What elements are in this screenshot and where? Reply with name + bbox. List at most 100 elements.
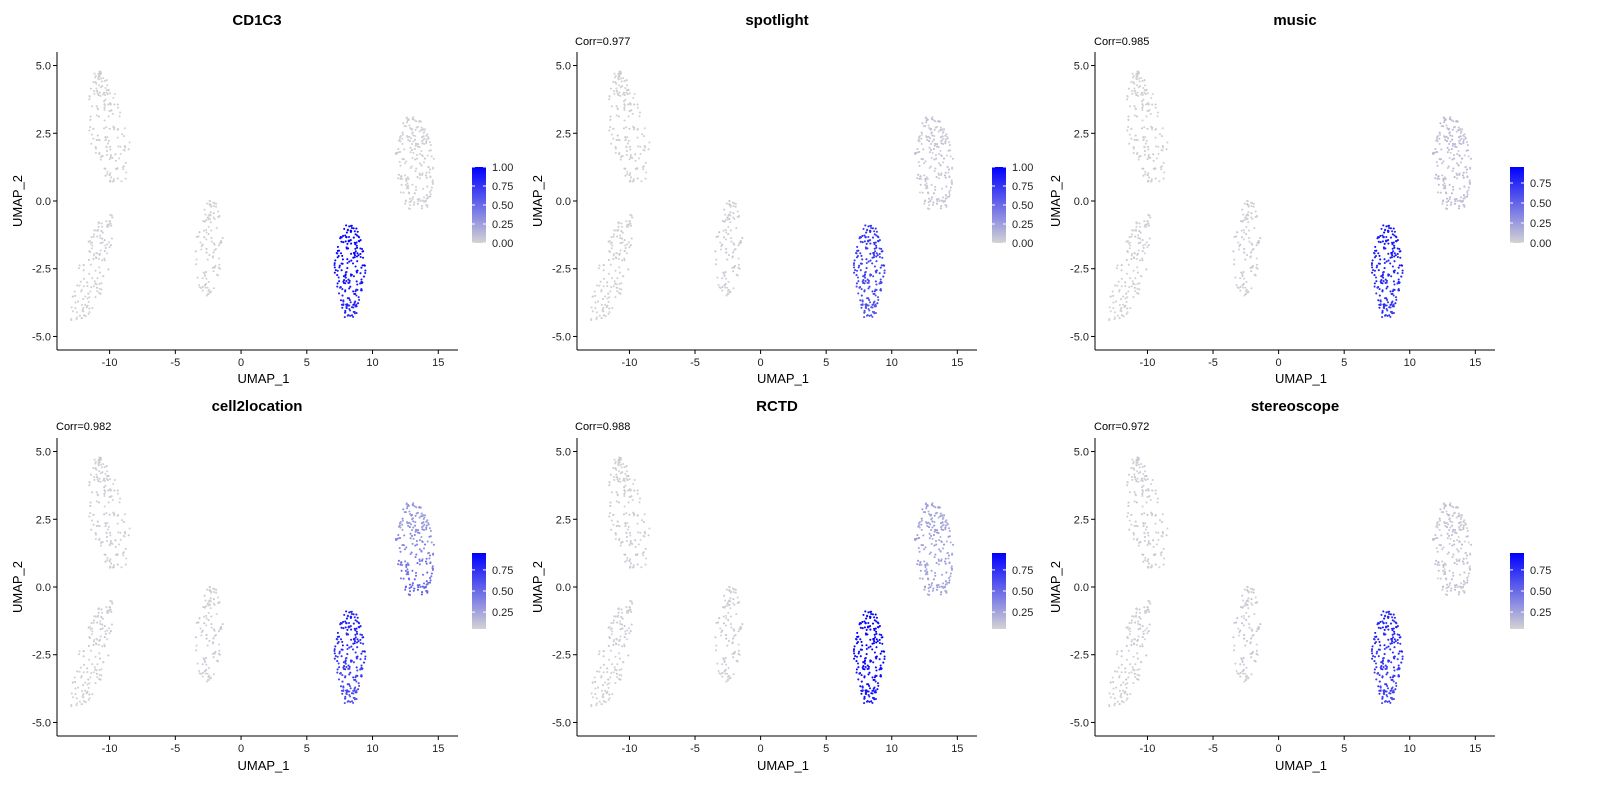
data-point [407, 191, 410, 194]
data-point [636, 553, 639, 556]
data-point [1448, 142, 1451, 146]
data-point [1457, 136, 1461, 139]
data-point [1162, 161, 1165, 164]
x-tick-label: 0 [238, 743, 244, 755]
data-point [732, 673, 735, 676]
data-point [341, 258, 344, 261]
data-point [625, 91, 628, 94]
data-point [948, 193, 951, 196]
data-point [639, 152, 642, 155]
data-point [598, 264, 601, 267]
data-point [406, 568, 409, 571]
data-point [1383, 258, 1386, 261]
data-point [408, 583, 412, 586]
data-point [200, 631, 203, 634]
data-point [90, 633, 93, 636]
data-point [1399, 250, 1402, 253]
data-point [1120, 663, 1123, 666]
data-point [1132, 533, 1135, 536]
data-point [346, 303, 349, 306]
data-point [1256, 267, 1259, 270]
data-point [362, 275, 366, 278]
data-point [1464, 195, 1467, 198]
data-point [355, 255, 359, 258]
data-point [920, 131, 923, 134]
data-point [204, 270, 208, 274]
data-point [344, 282, 347, 285]
data-point [628, 632, 631, 635]
data-point [944, 526, 947, 529]
data-point [355, 674, 358, 677]
data-point [212, 591, 216, 594]
data-point [359, 252, 362, 255]
data-point [1453, 176, 1456, 179]
data-point [197, 235, 200, 238]
data-point [119, 497, 122, 500]
data-point [916, 533, 919, 537]
data-point [872, 303, 875, 306]
data-point [96, 663, 99, 666]
data-point [411, 542, 414, 545]
data-point [352, 227, 355, 230]
data-point [1388, 224, 1391, 227]
data-point [78, 264, 81, 267]
data-point [1109, 295, 1112, 298]
data-point [948, 562, 951, 565]
data-point [355, 620, 359, 623]
data-point [94, 462, 97, 465]
data-point [630, 237, 633, 240]
data-point [346, 267, 349, 270]
data-point [195, 235, 198, 238]
data-point [617, 94, 620, 97]
data-point [618, 266, 621, 269]
color-legend: 0.250.500.75 [472, 553, 513, 629]
data-point [418, 130, 421, 133]
data-point [1383, 303, 1386, 306]
data-point [204, 656, 208, 660]
data-point [88, 296, 91, 299]
data-point [865, 647, 868, 651]
data-point [88, 251, 92, 254]
data-point [631, 566, 634, 569]
data-point [1135, 501, 1138, 504]
data-point [344, 311, 347, 314]
data-point [946, 552, 949, 555]
data-point [409, 151, 412, 154]
data-point [623, 93, 626, 97]
data-point [610, 247, 613, 250]
data-point [213, 249, 216, 252]
data-point [111, 112, 114, 115]
data-point [95, 286, 98, 289]
data-point [945, 591, 948, 594]
data-point [206, 258, 209, 261]
data-point [1436, 164, 1439, 167]
data-point [352, 315, 355, 318]
data-point [860, 692, 863, 695]
data-point [875, 616, 878, 619]
data-point [877, 626, 880, 629]
data-point [423, 157, 427, 160]
data-point [876, 302, 879, 305]
data-point [629, 630, 632, 633]
data-point [428, 141, 431, 144]
data-point [90, 105, 94, 108]
corr-annotation: Corr=0.985 [1094, 36, 1149, 48]
data-point [722, 615, 725, 618]
data-point [96, 621, 99, 624]
data-point [1457, 149, 1460, 153]
data-point [217, 596, 220, 599]
data-point [915, 151, 918, 154]
data-point [1242, 213, 1245, 216]
data-point [422, 161, 426, 164]
data-point [624, 553, 627, 556]
data-point [1119, 298, 1123, 301]
data-point [626, 92, 629, 96]
data-point [729, 221, 732, 224]
data-point [97, 611, 100, 614]
data-point [940, 154, 943, 157]
data-point [104, 553, 107, 556]
data-point [939, 515, 942, 518]
data-point [1448, 183, 1451, 186]
data-point [1391, 254, 1394, 257]
